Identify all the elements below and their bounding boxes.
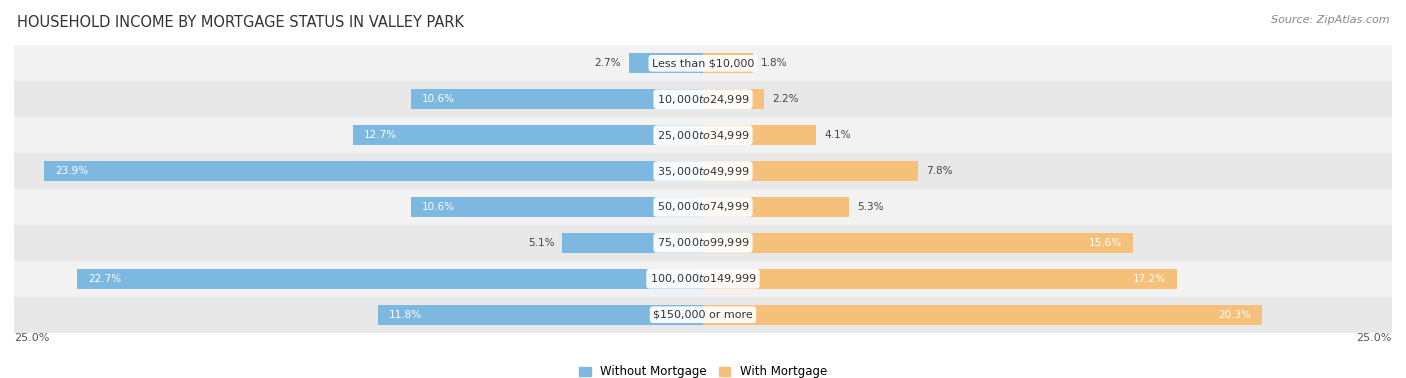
Bar (628, 53, 703, 73)
Bar (703, 305, 1263, 325)
Text: 12.7%: 12.7% (364, 130, 396, 140)
Text: 17.2%: 17.2% (1133, 274, 1166, 284)
Bar (14, 189, 1392, 225)
Bar (14, 225, 1392, 261)
Text: $25,000 to $34,999: $25,000 to $34,999 (657, 129, 749, 142)
Text: 4.1%: 4.1% (824, 130, 851, 140)
Bar (703, 197, 849, 217)
Bar (703, 269, 1177, 289)
Bar (14, 81, 1392, 117)
Text: 15.6%: 15.6% (1088, 238, 1122, 248)
Text: 5.1%: 5.1% (527, 238, 554, 248)
Text: Source: ZipAtlas.com: Source: ZipAtlas.com (1271, 15, 1389, 25)
Bar (77, 269, 703, 289)
Bar (45, 161, 703, 181)
Bar (14, 117, 1392, 153)
Bar (703, 125, 815, 145)
Bar (14, 153, 1392, 189)
Bar (411, 197, 703, 217)
Text: $150,000 or more: $150,000 or more (654, 310, 752, 320)
Bar (703, 161, 918, 181)
Text: 22.7%: 22.7% (89, 274, 121, 284)
Text: 11.8%: 11.8% (389, 310, 422, 320)
Text: 7.8%: 7.8% (927, 166, 953, 176)
Text: 2.7%: 2.7% (593, 58, 620, 68)
Text: Less than $10,000: Less than $10,000 (652, 58, 754, 68)
Bar (703, 89, 763, 109)
Legend: Without Mortgage, With Mortgage: Without Mortgage, With Mortgage (579, 366, 827, 378)
Bar (14, 261, 1392, 297)
Text: $35,000 to $49,999: $35,000 to $49,999 (657, 164, 749, 178)
Text: 23.9%: 23.9% (55, 166, 89, 176)
Bar (378, 305, 703, 325)
Text: 25.0%: 25.0% (14, 333, 49, 343)
Text: $10,000 to $24,999: $10,000 to $24,999 (657, 93, 749, 106)
Text: 5.3%: 5.3% (858, 202, 884, 212)
Text: 2.2%: 2.2% (772, 94, 799, 104)
Bar (14, 297, 1392, 333)
Bar (562, 233, 703, 253)
Text: 25.0%: 25.0% (1357, 333, 1392, 343)
Bar (411, 89, 703, 109)
Text: 20.3%: 20.3% (1219, 310, 1251, 320)
Bar (703, 53, 752, 73)
Bar (703, 233, 1133, 253)
Text: $100,000 to $149,999: $100,000 to $149,999 (650, 272, 756, 285)
Bar (353, 125, 703, 145)
Text: $75,000 to $99,999: $75,000 to $99,999 (657, 236, 749, 249)
Text: HOUSEHOLD INCOME BY MORTGAGE STATUS IN VALLEY PARK: HOUSEHOLD INCOME BY MORTGAGE STATUS IN V… (17, 15, 464, 30)
Text: 1.8%: 1.8% (761, 58, 787, 68)
Text: 10.6%: 10.6% (422, 202, 456, 212)
Text: $50,000 to $74,999: $50,000 to $74,999 (657, 200, 749, 214)
Bar (14, 45, 1392, 81)
Text: 10.6%: 10.6% (422, 94, 456, 104)
